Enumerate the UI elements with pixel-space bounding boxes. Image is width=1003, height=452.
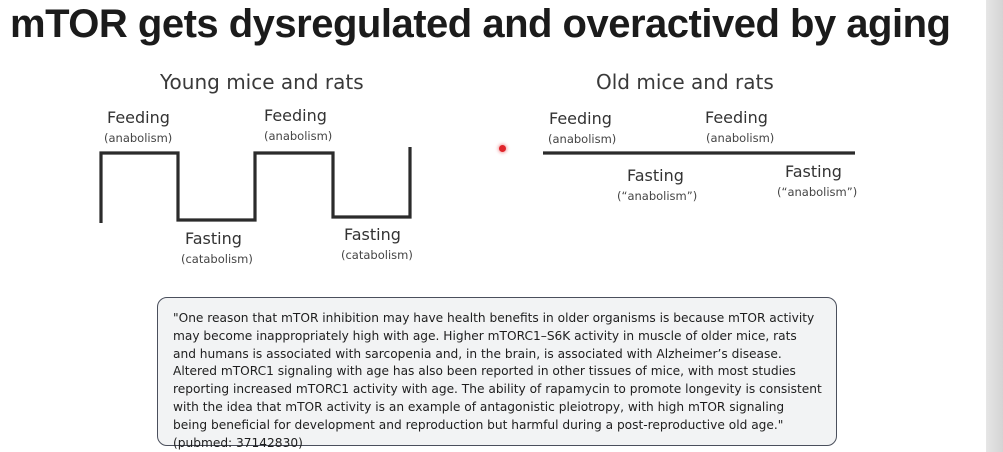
young-feeding-2-label: Feeding bbox=[264, 106, 327, 125]
right-edge-shade bbox=[986, 0, 1003, 452]
young-panel-heading: Young mice and rats bbox=[160, 70, 364, 94]
young-fasting-1-label: Fasting bbox=[185, 229, 242, 248]
old-feeding-2-label: Feeding bbox=[705, 108, 768, 127]
old-fasting-1-sub: (“anabolism”) bbox=[617, 189, 698, 203]
young-fasting-2-label: Fasting bbox=[344, 225, 401, 244]
young-feeding-1-sub: (anabolism) bbox=[104, 131, 173, 145]
laser-pointer-dot bbox=[499, 145, 506, 152]
young-fasting-2-sub: (catabolism) bbox=[341, 248, 413, 262]
old-feeding-1-label: Feeding bbox=[549, 109, 612, 128]
old-fasting-1-label: Fasting bbox=[627, 166, 684, 185]
quote-text: "One reason that mTOR inhibition may hav… bbox=[173, 311, 822, 450]
old-feeding-1-sub: (anabolism) bbox=[548, 132, 617, 146]
young-feeding-1-label: Feeding bbox=[107, 108, 170, 127]
old-panel-heading: Old mice and rats bbox=[596, 70, 774, 94]
slide-title: mTOR gets dysregulated and overactived b… bbox=[10, 2, 951, 46]
old-fasting-2-sub: (“anabolism”) bbox=[777, 185, 858, 199]
quote-box: "One reason that mTOR inhibition may hav… bbox=[157, 297, 837, 450]
old-fasting-2-label: Fasting bbox=[785, 162, 842, 181]
young-fasting-1-sub: (catabolism) bbox=[181, 252, 253, 266]
young-feeding-2-sub: (anabolism) bbox=[264, 129, 333, 143]
young-oscillation-line bbox=[99, 147, 412, 223]
old-feeding-2-sub: (anabolism) bbox=[706, 131, 775, 145]
